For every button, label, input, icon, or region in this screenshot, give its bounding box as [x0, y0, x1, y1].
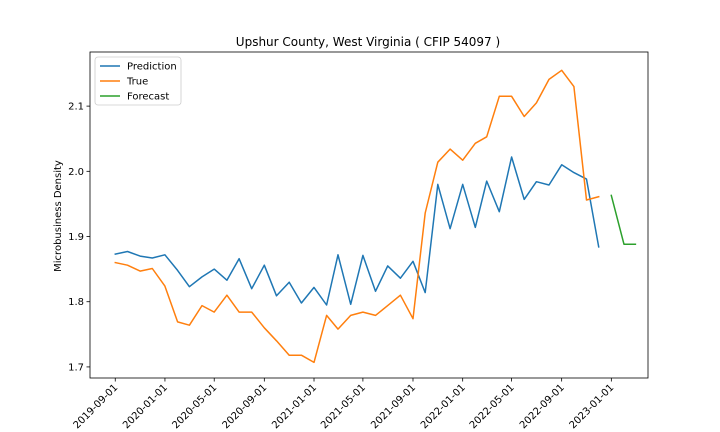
- plot-frame: [89, 51, 649, 379]
- plot-lines: [114, 69, 637, 364]
- legend-label-true: True: [126, 77, 148, 88]
- legend-label-prediction: Prediction: [127, 62, 177, 73]
- y-axis-label: Microbusiness Density: [53, 160, 64, 272]
- series-line-forecast: [610, 194, 637, 246]
- series-line-true: [114, 69, 600, 364]
- legend: Prediction True Forecast: [94, 56, 182, 106]
- y-tick-label: 2.1: [68, 102, 84, 113]
- chart-title: Upshur County, West Virginia ( CFIP 5409…: [236, 35, 500, 49]
- y-tick-label: 2.0: [68, 167, 84, 178]
- y-tick-label: 1.9: [68, 232, 84, 243]
- legend-box: [94, 56, 182, 106]
- series-line-prediction: [114, 156, 600, 306]
- y-axis-ticks: 1.7 1.8 1.9 2.0 2.1: [68, 102, 90, 373]
- y-tick-label: 1.7: [68, 362, 84, 373]
- legend-label-forecast: Forecast: [127, 92, 169, 103]
- y-tick-label: 1.8: [68, 297, 84, 308]
